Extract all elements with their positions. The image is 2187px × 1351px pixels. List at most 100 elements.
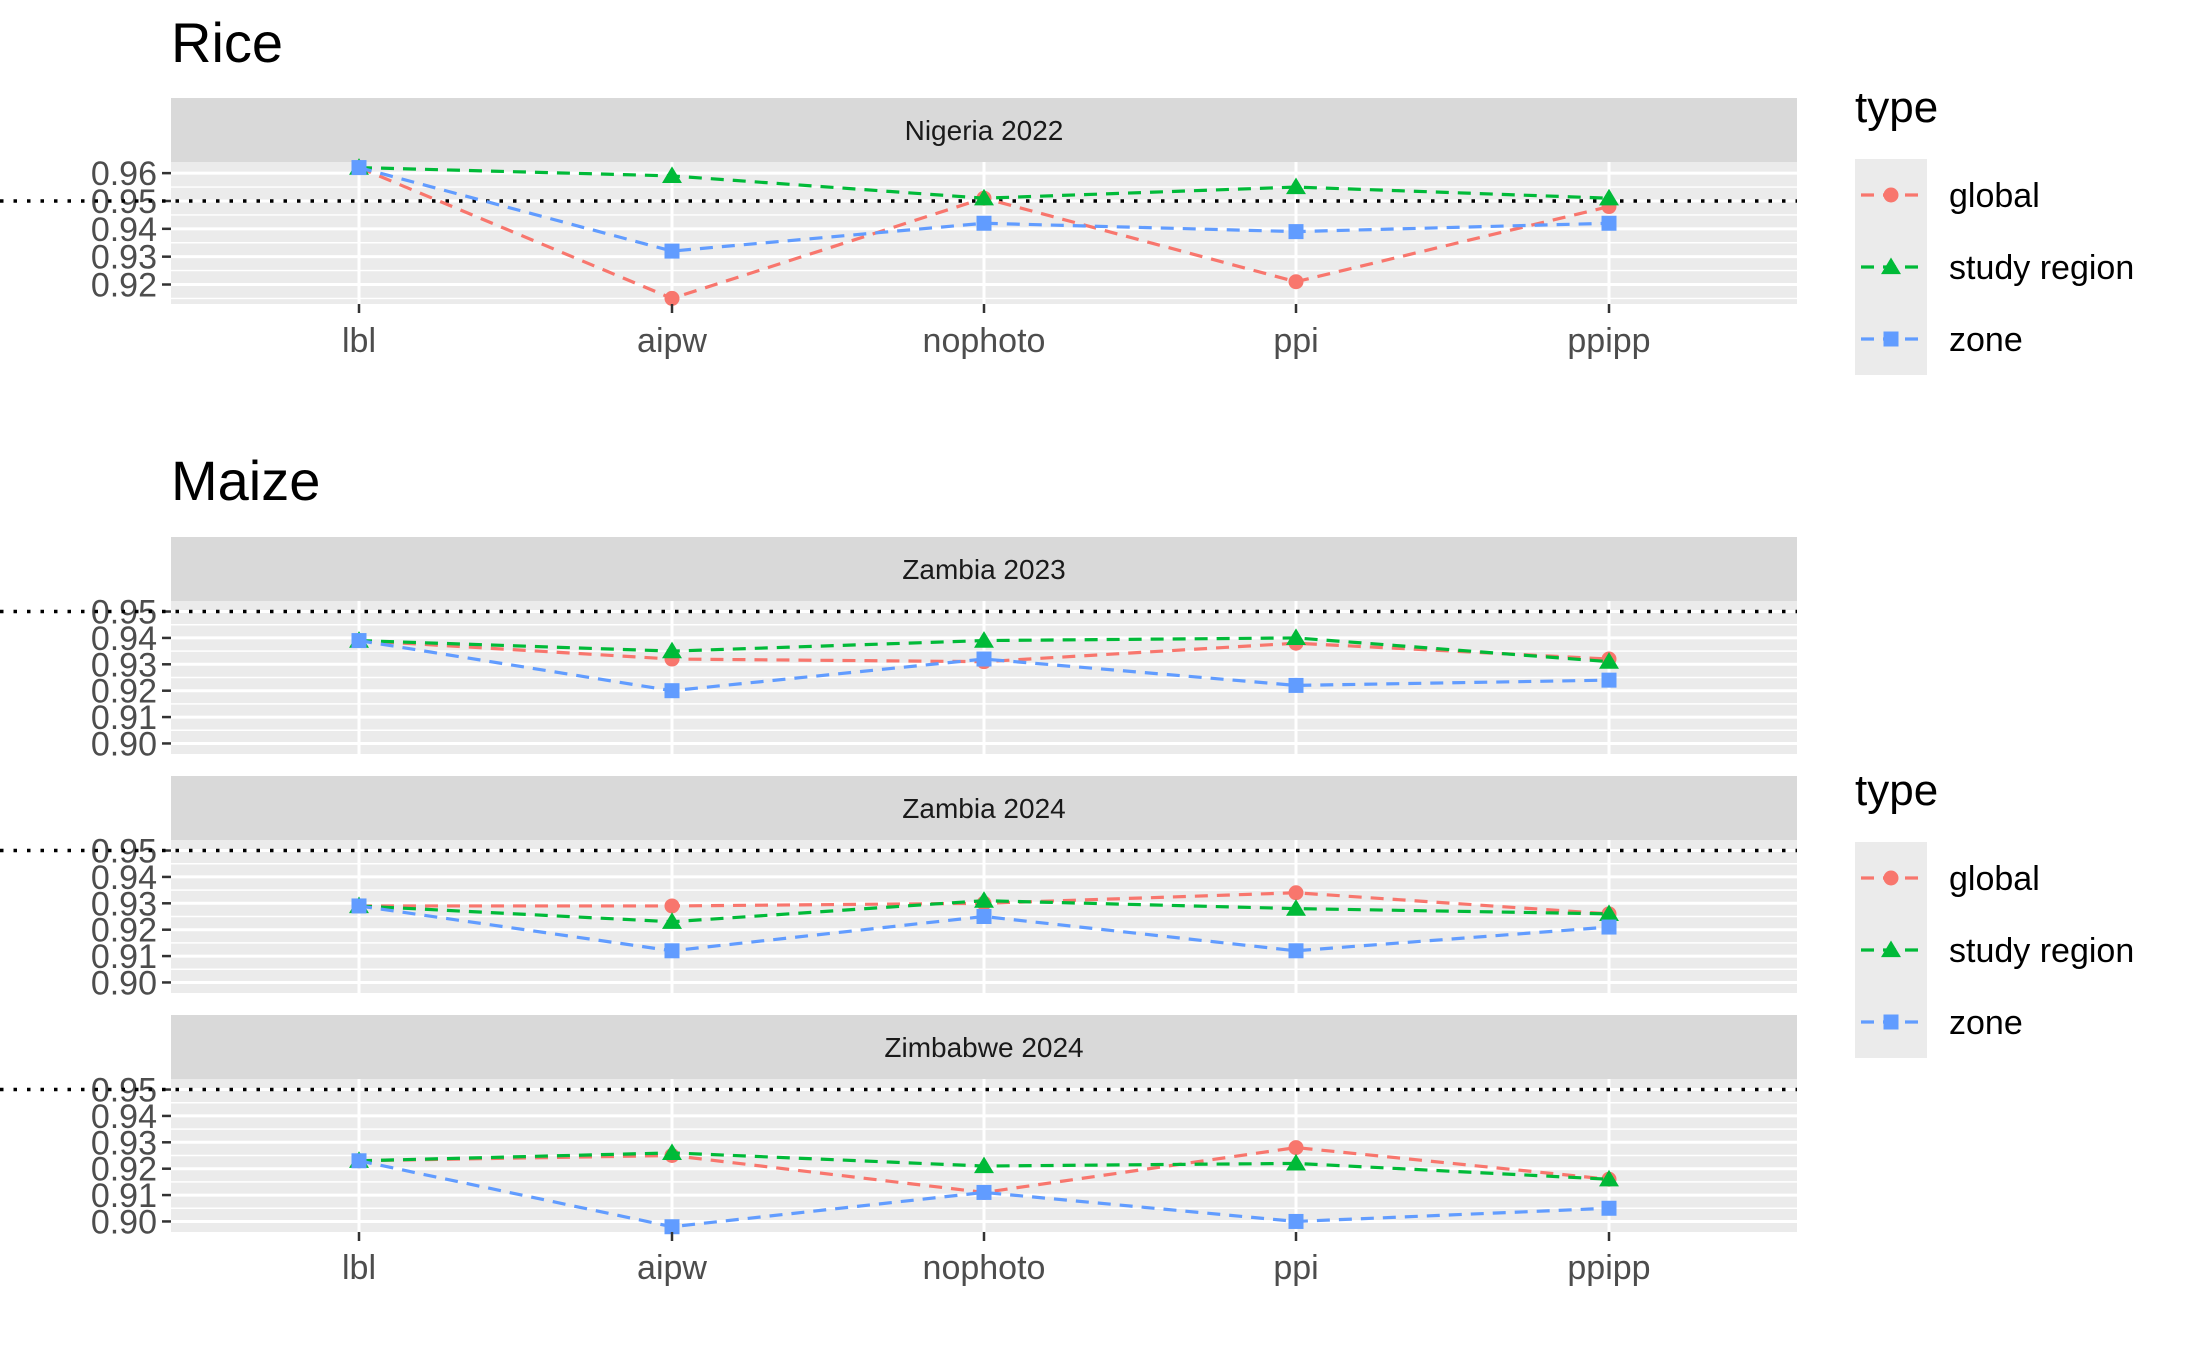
data-point <box>664 1219 680 1235</box>
series-zone <box>351 160 1617 259</box>
data-point <box>1286 1153 1306 1171</box>
x-tick-label: lbl <box>342 322 376 360</box>
y-tick-label: 0.92 <box>91 267 157 305</box>
legend-key-marker <box>1883 187 1899 203</box>
legend: type global study region zone <box>1855 83 2134 375</box>
data-point <box>974 891 994 908</box>
data-point <box>662 166 682 184</box>
x-tick-label: nophoto <box>923 322 1046 360</box>
series-line <box>358 904 1610 953</box>
data-point <box>662 1143 682 1160</box>
y-tick-label: 0.94 <box>91 620 157 658</box>
data-point <box>974 188 994 206</box>
data-point <box>976 651 992 667</box>
data-point <box>1599 652 1619 669</box>
y-tick-label: 0.93 <box>91 885 157 923</box>
legend-entry-study-region: study region <box>1855 231 2134 303</box>
y-tick-label: 0.92 <box>91 912 157 950</box>
data-point <box>1288 943 1304 959</box>
data-point <box>1286 899 1306 916</box>
legend-entry-study-region: study region <box>1855 914 2134 986</box>
data-point <box>1601 215 1617 231</box>
legend-key-marker <box>1881 257 1901 275</box>
facet-strip <box>171 537 1797 601</box>
data-point <box>1599 188 1619 206</box>
legend-label: zone <box>1949 1004 2023 1042</box>
x-tick-label: ppipp <box>1567 322 1650 360</box>
data-point <box>976 909 992 924</box>
y-tick-label: 0.94 <box>91 211 157 249</box>
data-point <box>351 898 367 914</box>
data-point <box>1601 919 1617 935</box>
y-tick-label: 0.90 <box>91 725 157 763</box>
legend-label: global <box>1949 860 2040 898</box>
data-point <box>1286 628 1306 646</box>
legend-label: global <box>1949 177 2040 215</box>
series-zone <box>351 633 1617 699</box>
data-point <box>1599 1169 1619 1187</box>
data-point <box>351 633 367 649</box>
legend-entry-global: global <box>1855 159 2040 231</box>
facet-strip <box>171 1015 1797 1079</box>
legend-key-marker <box>1881 940 1901 958</box>
data-point <box>1288 1140 1304 1156</box>
data-point <box>974 631 994 648</box>
legend-entry-zone: zone <box>1855 986 2023 1058</box>
y-tick-label: 0.92 <box>91 673 157 711</box>
data-point <box>662 912 682 929</box>
legend-key-marker <box>1883 870 1899 886</box>
data-point <box>664 683 680 699</box>
data-point <box>1601 672 1617 688</box>
x-tick-label: nophoto <box>923 1249 1046 1287</box>
x-tick-label: ppi <box>1273 322 1318 360</box>
legend-label: study region <box>1949 249 2134 287</box>
y-tick-label: 0.94 <box>91 1098 157 1136</box>
data-point <box>974 1156 994 1174</box>
legend-title: type <box>1855 83 1938 132</box>
data-point <box>976 1184 992 1200</box>
x-tick-label: ppipp <box>1567 1249 1650 1287</box>
facet-strip <box>171 776 1797 840</box>
series-zone <box>351 898 1617 959</box>
data-point <box>1288 885 1304 901</box>
data-point <box>976 215 992 231</box>
data-point <box>351 1153 367 1169</box>
data-point <box>1601 1200 1617 1216</box>
data-point <box>1288 274 1304 290</box>
data-point <box>1288 677 1304 693</box>
series-zone <box>351 1153 1617 1235</box>
y-tick-label: 0.91 <box>91 699 157 737</box>
data-point <box>1288 1213 1304 1229</box>
data-point <box>662 641 682 659</box>
data-point <box>1286 177 1306 195</box>
legend: type global study region zone <box>1855 766 2134 1058</box>
legend-entry-global: global <box>1855 842 2040 914</box>
x-tick-label: aipw <box>637 322 707 360</box>
legend-label: zone <box>1949 321 2023 359</box>
y-tick-label: 0.93 <box>91 239 157 277</box>
y-tick-label: 0.93 <box>91 1124 157 1162</box>
legend-key-marker <box>1883 331 1899 347</box>
x-tick-label: aipw <box>637 1249 707 1287</box>
data-point <box>664 290 680 306</box>
legend-title: type <box>1855 766 1938 815</box>
legend-label: study region <box>1949 932 2134 970</box>
y-tick-label: 0.94 <box>91 859 157 897</box>
facet-strip-label: Nigeria 2022 <box>905 115 1064 146</box>
data-point <box>1599 904 1619 921</box>
chart-title: Rice <box>171 11 283 74</box>
data-point <box>664 898 680 914</box>
y-tick-label: 0.91 <box>91 1177 157 1215</box>
series-study-region <box>349 628 1619 669</box>
y-tick-label: 0.90 <box>91 964 157 1002</box>
y-tick-label: 0.90 <box>91 1203 157 1241</box>
legend-entry-zone: zone <box>1855 303 2023 375</box>
facet-strip-label: Zimbabwe 2024 <box>884 1032 1083 1063</box>
facet-strip-label: Zambia 2024 <box>902 793 1065 824</box>
